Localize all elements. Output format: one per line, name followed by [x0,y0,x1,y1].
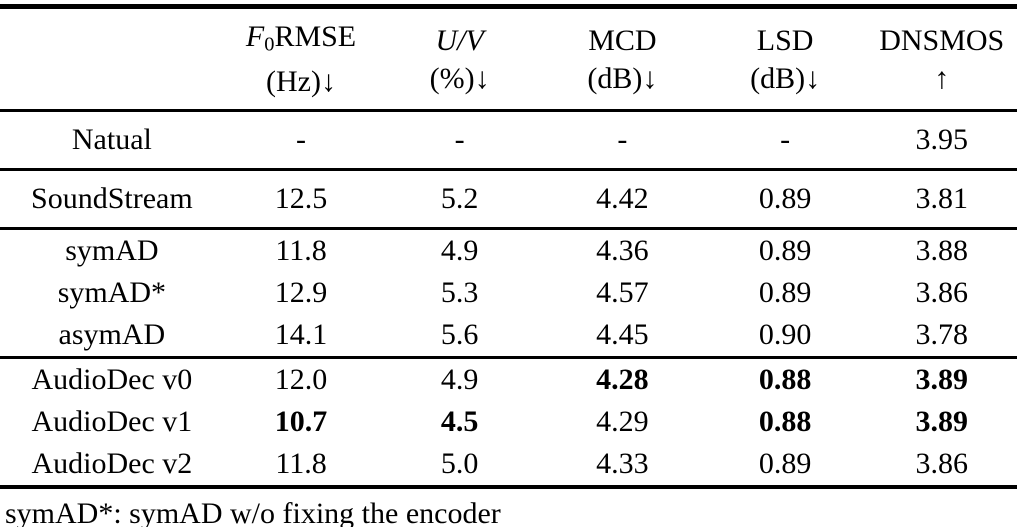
table-row: AudioDec v1 10.7 4.5 4.29 0.88 3.89 [0,401,1017,443]
metric-value: 0.90 [758,318,812,352]
table-row: asymAD 14.1 5.6 4.45 0.90 3.78 [0,314,1017,358]
table-row: AudioDec v2 11.8 5.0 4.33 0.89 3.86 [0,443,1017,487]
metric-unit: (dB)↓ [750,61,821,95]
metric-value: 12.9 [274,276,328,310]
row-label: AudioDec v1 [31,405,193,439]
row-label: SoundStream [31,182,193,216]
metric-unit: ↑ [934,61,950,95]
row-group-1: SoundStream 12.5 5.2 4.42 0.89 3.81 [0,170,1017,229]
metric-value: 12.5 [274,182,328,216]
metric-unit: (Hz)↓ [266,65,336,99]
metric-value: 4.5 [440,405,479,439]
row-label: symAD [65,234,159,268]
metric-name: F0RMSE [245,20,357,56]
metric-value: - [454,123,465,157]
header-row: F0RMSE (Hz)↓ U/V (%)↓ MCD (dB)↓ LSD (dB)↓ DNSMOS… [0,6,1017,111]
metric-value: 0.88 [758,405,812,439]
metric-value: 4.36 [596,234,649,268]
metric-name: DNSMOS [879,23,1005,57]
row-label: Natual [71,123,152,157]
metric-value: 4.29 [596,405,649,439]
table-footnote: symAD*: symAD w/o fixing the encoder [5,497,501,527]
metric-value: 14.1 [274,318,328,352]
metric-value: 3.86 [915,276,968,310]
metric-value: 5.3 [440,276,479,310]
metric-value: 12.0 [274,363,328,397]
metric-value: 3.86 [915,447,968,481]
metric-value: 3.89 [915,363,968,397]
metric-value: 4.33 [596,447,649,481]
column-header-lsd: LSD (dB)↓ [704,7,867,111]
metric-value: 3.95 [915,123,968,157]
metric-name: LSD [756,23,814,57]
metric-value: 11.8 [275,447,327,481]
metric-value: - [617,123,628,157]
metric-value: 3.89 [915,405,968,439]
column-header-dnsmos: DNSMOS ↑ [866,7,1017,111]
corner-cell [0,7,224,111]
column-header-uv: U/V (%)↓ [378,7,541,111]
metric-value: 0.89 [758,182,812,216]
table-row: SoundStream 12.5 5.2 4.42 0.89 3.81 [0,170,1017,229]
metric-value: 3.81 [915,182,968,216]
metric-value: 3.78 [915,318,968,352]
metric-name: MCD [588,23,657,57]
metric-value: 4.9 [440,234,479,268]
row-group-0: Natual - - - - 3.95 [0,111,1017,170]
metric-value: - [780,123,791,157]
row-label: AudioDec v0 [31,363,193,397]
metric-value: 4.57 [596,276,649,310]
metric-value: 4.45 [596,318,649,352]
metric-value: 5.2 [440,182,479,216]
row-label: AudioDec v2 [31,447,193,481]
metric-value: 0.88 [758,363,812,397]
column-header-f0-rmse: F0RMSE (Hz)↓ [224,7,379,111]
table-row: symAD 11.8 4.9 4.36 0.89 3.88 [0,229,1017,273]
metric-value: 3.88 [915,234,968,268]
metric-value: 0.89 [758,234,812,268]
metric-value: - [296,123,307,157]
metric-value: 11.8 [275,234,327,268]
column-header-mcd: MCD (dB)↓ [541,7,704,111]
table-row: AudioDec v0 12.0 4.9 4.28 0.88 3.89 [0,358,1017,402]
row-label: asymAD [58,318,166,352]
metric-value: 4.42 [596,182,649,216]
table-row: Natual - - - - 3.95 [0,111,1017,170]
table-header: F0RMSE (Hz)↓ U/V (%)↓ MCD (dB)↓ LSD (dB)↓ DNSMOS… [0,6,1017,111]
metric-unit: (%)↓ [429,61,490,95]
metric-value: 5.0 [440,447,479,481]
row-group-3: AudioDec v0 12.0 4.9 4.28 0.88 3.89 AudioDec v… [0,358,1017,488]
row-label: symAD* [57,276,167,310]
metric-value: 0.89 [758,447,812,481]
table-row: symAD* 12.9 5.3 4.57 0.89 3.86 [0,272,1017,314]
metric-value: 4.28 [596,363,649,397]
row-group-2: symAD 11.8 4.9 4.36 0.89 3.88 symAD* 12.9 5.3 4.5… [0,229,1017,358]
metric-value: 5.6 [440,318,479,352]
metric-value: 10.7 [274,405,328,439]
metric-unit: (dB)↓ [587,61,658,95]
metric-name: U/V [435,23,484,57]
metric-value: 0.89 [758,276,812,310]
metrics-table: F0RMSE (Hz)↓ U/V (%)↓ MCD (dB)↓ LSD (dB)↓ DNSMOS… [0,4,1017,489]
metric-value: 4.9 [440,363,479,397]
